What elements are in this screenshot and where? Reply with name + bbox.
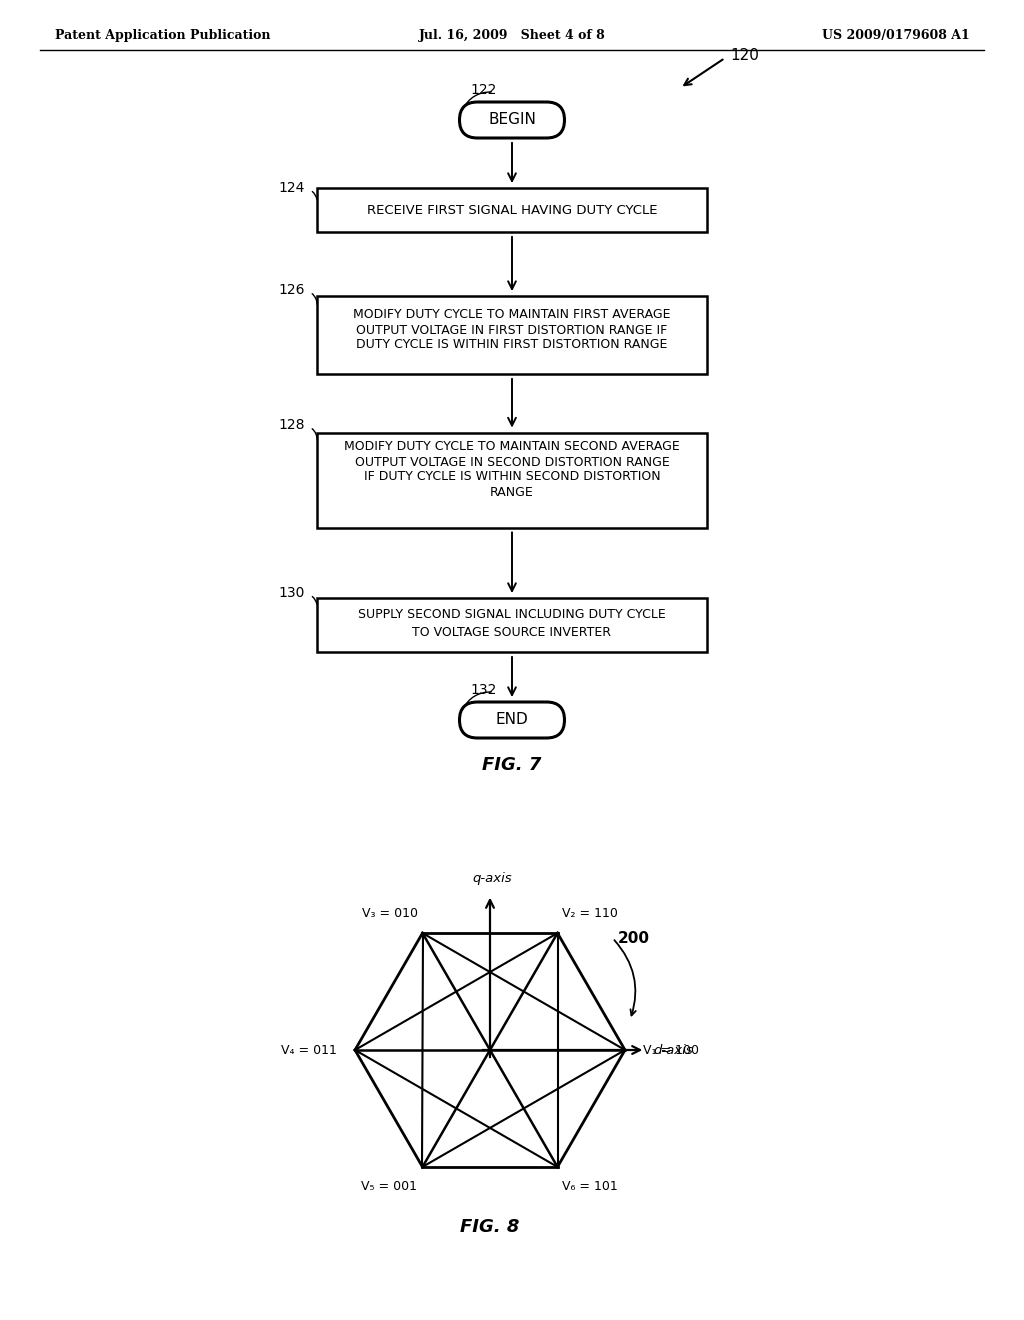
Text: Jul. 16, 2009   Sheet 4 of 8: Jul. 16, 2009 Sheet 4 of 8 [419, 29, 605, 41]
Text: 124: 124 [279, 181, 305, 195]
Text: OUTPUT VOLTAGE IN SECOND DISTORTION RANGE: OUTPUT VOLTAGE IN SECOND DISTORTION RANG… [354, 455, 670, 469]
Text: RANGE: RANGE [490, 486, 534, 499]
Text: MODIFY DUTY CYCLE TO MAINTAIN FIRST AVERAGE: MODIFY DUTY CYCLE TO MAINTAIN FIRST AVER… [353, 309, 671, 322]
Text: FIG. 8: FIG. 8 [461, 1218, 520, 1236]
Text: FIG. 7: FIG. 7 [482, 756, 542, 774]
Text: V₂ = 110: V₂ = 110 [562, 907, 618, 920]
Text: V₆ = 101: V₆ = 101 [562, 1180, 618, 1193]
Bar [317, 598, 707, 652]
FancyBboxPatch shape [460, 102, 564, 139]
Text: 120: 120 [730, 48, 759, 62]
Text: OUTPUT VOLTAGE IN FIRST DISTORTION RANGE IF: OUTPUT VOLTAGE IN FIRST DISTORTION RANGE… [356, 323, 668, 337]
Text: RECEIVE FIRST SIGNAL HAVING DUTY CYCLE: RECEIVE FIRST SIGNAL HAVING DUTY CYCLE [367, 203, 657, 216]
FancyBboxPatch shape [460, 702, 564, 738]
Text: d-axis: d-axis [653, 1044, 693, 1056]
Text: V₃ = 010: V₃ = 010 [361, 907, 418, 920]
Text: TO VOLTAGE SOURCE INVERTER: TO VOLTAGE SOURCE INVERTER [413, 627, 611, 639]
Bar [317, 187, 707, 232]
Text: MODIFY DUTY CYCLE TO MAINTAIN SECOND AVERAGE: MODIFY DUTY CYCLE TO MAINTAIN SECOND AVE… [344, 441, 680, 454]
Text: IF DUTY CYCLE IS WITHIN SECOND DISTORTION: IF DUTY CYCLE IS WITHIN SECOND DISTORTIO… [364, 470, 660, 483]
Bar [317, 433, 707, 528]
Text: SUPPLY SECOND SIGNAL INCLUDING DUTY CYCLE: SUPPLY SECOND SIGNAL INCLUDING DUTY CYCL… [358, 609, 666, 622]
Text: 126: 126 [279, 282, 305, 297]
Text: 122: 122 [471, 83, 497, 96]
Text: V₄ = 011: V₄ = 011 [282, 1044, 337, 1056]
Text: 200: 200 [617, 931, 649, 945]
Bar [317, 296, 707, 374]
Text: 130: 130 [279, 586, 305, 601]
Text: V₁ = 100: V₁ = 100 [643, 1044, 699, 1056]
Text: US 2009/0179608 A1: US 2009/0179608 A1 [822, 29, 970, 41]
Text: Patent Application Publication: Patent Application Publication [55, 29, 270, 41]
Text: END: END [496, 713, 528, 727]
Text: q-axis: q-axis [472, 871, 512, 884]
Text: 132: 132 [471, 682, 497, 697]
Text: BEGIN: BEGIN [488, 112, 536, 128]
Text: DUTY CYCLE IS WITHIN FIRST DISTORTION RANGE: DUTY CYCLE IS WITHIN FIRST DISTORTION RA… [356, 338, 668, 351]
Text: V₅ = 001: V₅ = 001 [361, 1180, 418, 1193]
Text: 128: 128 [279, 418, 305, 432]
